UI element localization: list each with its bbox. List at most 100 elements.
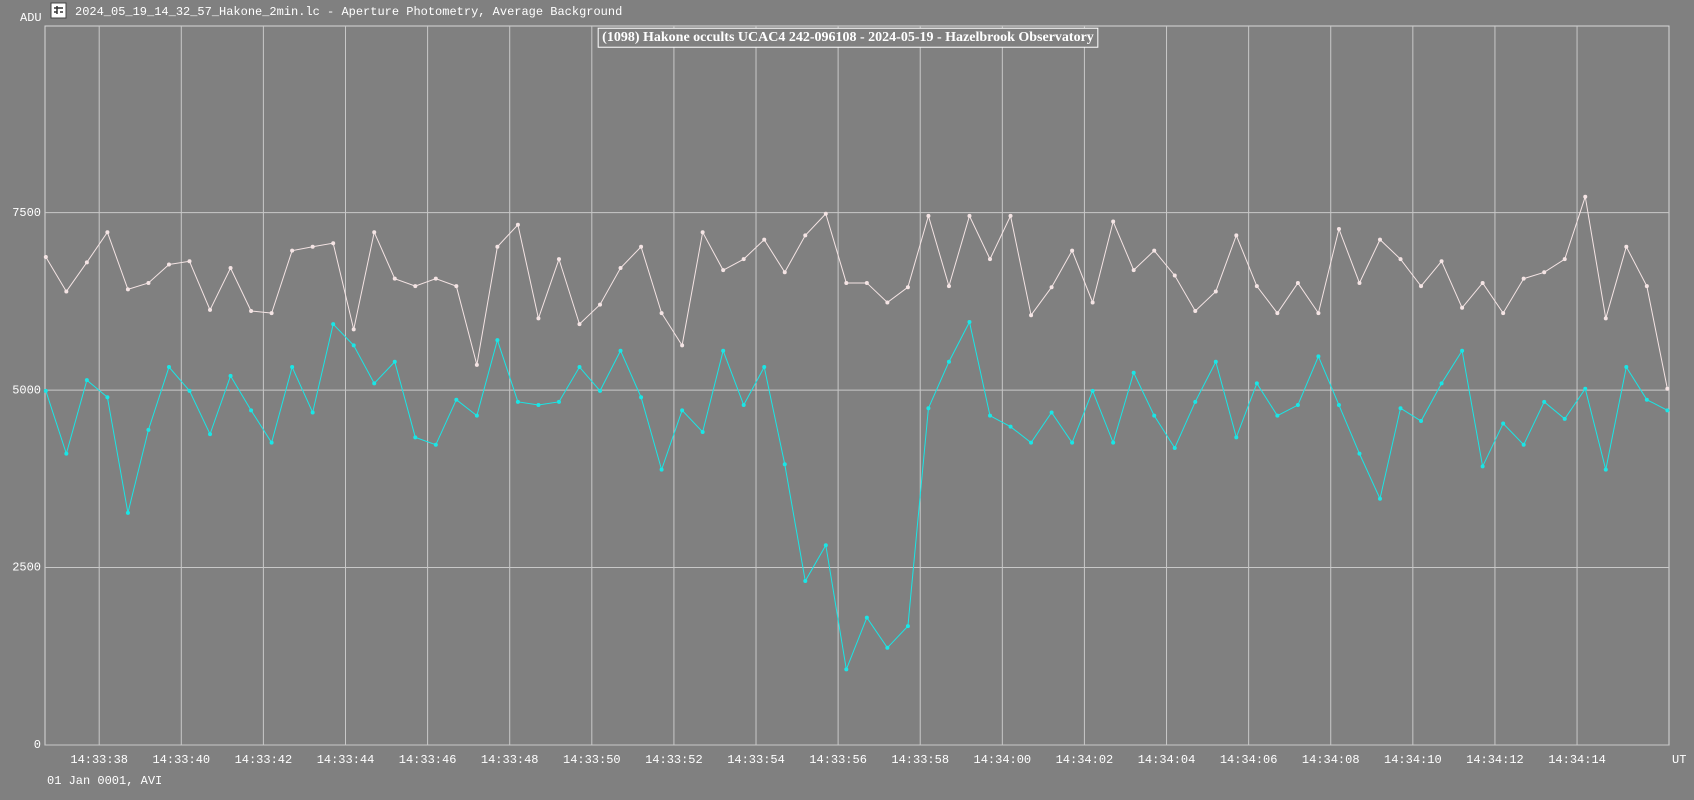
x-tick-label: 14:34:10	[1384, 753, 1442, 767]
chart-title: (1098) Hakone occults UCAC4 242-096108 -…	[602, 30, 1094, 45]
window-title: 2024_05_19_14_32_57_Hakone_2min.lc - Ape…	[75, 5, 622, 19]
data-point	[864, 615, 869, 620]
title-box	[597, 27, 1099, 48]
data-point	[885, 645, 890, 650]
data-point	[1357, 451, 1362, 456]
data-point	[700, 429, 705, 434]
data-point	[249, 308, 254, 313]
data-point	[1336, 403, 1341, 408]
data-point	[1377, 496, 1382, 501]
data-point	[844, 667, 849, 672]
data-point	[1172, 445, 1177, 450]
data-point	[351, 327, 356, 332]
data-point	[618, 266, 623, 271]
data-point	[556, 257, 561, 262]
data-point	[1398, 406, 1403, 411]
y-axis-label: ADU	[20, 11, 42, 25]
x-tick-label: 14:33:58	[891, 753, 949, 767]
data-point	[187, 388, 192, 393]
data-point	[1275, 311, 1280, 316]
data-point	[1624, 244, 1629, 249]
data-point	[1377, 237, 1382, 242]
data-point	[392, 359, 397, 364]
data-point	[84, 378, 89, 383]
data-point	[1131, 268, 1136, 273]
data-point	[1665, 386, 1670, 391]
data-point	[659, 311, 664, 316]
data-point	[967, 319, 972, 324]
data-point	[1480, 464, 1485, 469]
data-point	[1111, 440, 1116, 445]
data-point	[1603, 467, 1608, 472]
data-point	[372, 381, 377, 386]
app-icon	[50, 2, 67, 19]
y-tick-label: 5000	[12, 383, 41, 397]
data-point	[495, 338, 500, 343]
x-tick-label: 14:34:06	[1220, 753, 1278, 767]
footer: 01 Jan 0001, AVI	[47, 774, 162, 788]
data-point	[1193, 308, 1198, 313]
data-point	[495, 244, 500, 249]
data-point	[1562, 416, 1567, 421]
data-point	[1316, 354, 1321, 359]
data-point	[1090, 388, 1095, 393]
data-point	[1213, 289, 1218, 294]
x-tick-label: 14:33:46	[399, 753, 457, 767]
data-point	[474, 413, 479, 418]
data-point	[659, 467, 664, 472]
data-point	[1070, 248, 1075, 253]
data-point	[1439, 381, 1444, 386]
plot-area	[43, 194, 1670, 672]
data-point	[1624, 365, 1629, 370]
data-point	[1070, 440, 1075, 445]
data-point	[125, 287, 130, 292]
x-tick-label: 14:34:00	[974, 753, 1032, 767]
data-point	[1665, 408, 1670, 413]
x-tick-label: 14:34:02	[1056, 753, 1114, 767]
y-tick-label: 2500	[12, 561, 41, 575]
data-point	[721, 268, 726, 273]
data-point	[1152, 413, 1157, 418]
data-point	[536, 316, 541, 321]
data-point	[1542, 270, 1547, 275]
data-point	[1542, 399, 1547, 404]
data-point	[782, 270, 787, 275]
y-tick-label: 7500	[12, 206, 41, 220]
data-point	[639, 244, 644, 249]
data-point	[1583, 194, 1588, 199]
data-point	[926, 406, 931, 411]
data-point	[618, 348, 623, 353]
x-tick-label: 14:34:14	[1548, 753, 1606, 767]
x-axis-label: UT	[1672, 753, 1686, 767]
x-tick-label: 14:34:04	[1138, 753, 1196, 767]
data-point	[556, 399, 561, 404]
data-point	[43, 388, 48, 393]
data-point	[1644, 284, 1649, 289]
data-point	[1029, 313, 1034, 318]
data-point	[1562, 257, 1567, 262]
data-point	[392, 276, 397, 281]
data-point	[762, 237, 767, 242]
data-point	[1398, 257, 1403, 262]
data-point	[515, 222, 520, 227]
data-point	[1521, 442, 1526, 447]
data-point	[741, 403, 746, 408]
data-point	[700, 230, 705, 235]
data-point	[43, 255, 48, 260]
data-point	[680, 408, 685, 413]
data-point	[146, 427, 151, 432]
data-point	[146, 280, 151, 285]
data-point	[208, 307, 213, 312]
data-point	[926, 213, 931, 218]
x-tick-label: 14:33:52	[645, 753, 703, 767]
data-point	[1254, 284, 1259, 289]
data-point	[803, 579, 808, 584]
data-point	[1234, 435, 1239, 440]
data-point	[1316, 311, 1321, 316]
x-tick-label: 14:33:44	[317, 753, 375, 767]
data-point	[782, 462, 787, 467]
data-point	[1419, 284, 1424, 289]
data-point	[1295, 403, 1300, 408]
data-point	[351, 343, 356, 348]
data-point	[988, 257, 993, 262]
